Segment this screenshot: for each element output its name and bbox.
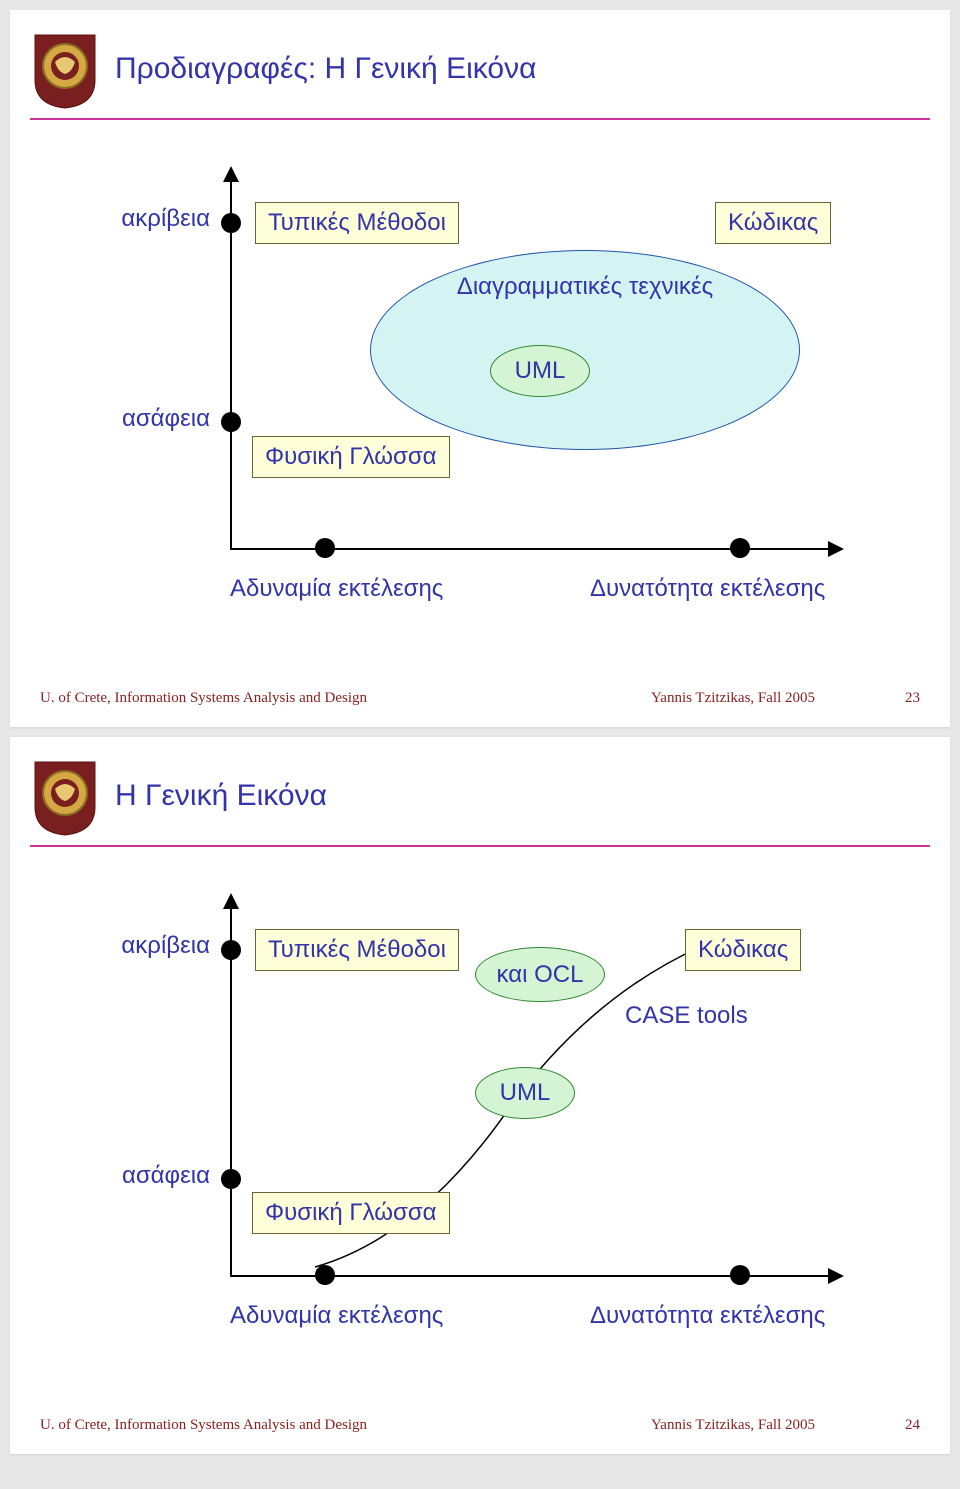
uml-ellipse: UML	[475, 1067, 575, 1119]
chart-slide2: ακρίβεια ασάφεια Αδυναμία εκτέλεσης Δυνα…	[90, 907, 870, 1347]
box-language: Φυσική Γλώσσα	[252, 1192, 450, 1234]
slide-title: Προδιαγραφές: Η Γενική Εικόνα	[115, 30, 536, 86]
uml-label: UML	[515, 357, 566, 385]
slide-title: Η Γενική Εικόνα	[115, 757, 327, 813]
dot-noexec	[315, 1265, 335, 1285]
dot-precision	[221, 940, 241, 960]
box-code: Κώδικας	[715, 202, 831, 244]
slide-23: Προδιαγραφές: Η Γενική Εικόνα ακρίβεια α…	[10, 10, 950, 727]
x-label-right: Δυνατότητα εκτέλεσης	[590, 1302, 825, 1330]
x-label-left: Αδυναμία εκτέλεσης	[230, 1302, 443, 1330]
arrow-right-icon	[828, 541, 844, 557]
dot-noexec	[315, 538, 335, 558]
x-label-left: Αδυναμία εκτέλεσης	[230, 575, 443, 603]
big-ellipse-diagrams: Διαγραμματικές τεχνικές	[370, 250, 800, 450]
slide-footer: U. of Crete, Information Systems Analysi…	[10, 660, 950, 707]
x-label-right: Δυνατότητα εκτέλεσης	[590, 575, 825, 603]
dot-vagueness	[221, 412, 241, 432]
dot-precision	[221, 213, 241, 233]
slide-footer: U. of Crete, Information Systems Analysi…	[10, 1387, 950, 1434]
chart-slide1: ακρίβεια ασάφεια Αδυναμία εκτέλεσης Δυνα…	[90, 180, 870, 620]
box-methods: Τυπικές Μέθοδοι	[255, 202, 459, 244]
slide-header: Η Γενική Εικόνα	[10, 757, 950, 837]
uml-ellipse: UML	[490, 345, 590, 397]
slide-header: Προδιαγραφές: Η Γενική Εικόνα	[10, 30, 950, 110]
crest-icon	[30, 757, 100, 837]
y-label-top: ακρίβεια	[121, 932, 210, 960]
footer-center: Yannis Tzitzikas, Fall 2005	[651, 1417, 815, 1434]
ocl-ellipse: και OCL	[475, 947, 605, 1002]
y-label-top: ακρίβεια	[121, 205, 210, 233]
big-ellipse-label: Διαγραμματικές τεχνικές	[371, 273, 799, 301]
dot-exec	[730, 1265, 750, 1285]
footer-left: U. of Crete, Information Systems Analysi…	[40, 690, 367, 707]
box-methods: Τυπικές Μέθοδοι	[255, 929, 459, 971]
footer-left: U. of Crete, Information Systems Analysi…	[40, 1417, 367, 1434]
crest-icon	[30, 30, 100, 110]
slide-24: Η Γενική Εικόνα ακρίβεια ασάφεια Αδυναμί…	[10, 737, 950, 1454]
footer-page: 24	[905, 1417, 920, 1434]
box-language: Φυσική Γλώσσα	[252, 436, 450, 478]
y-label-bottom: ασάφεια	[122, 1162, 210, 1190]
arrow-up-icon	[223, 166, 239, 182]
y-axis	[230, 180, 232, 550]
uml-label: UML	[500, 1079, 551, 1107]
divider	[30, 845, 930, 847]
case-tools-label: CASE tools	[625, 1002, 748, 1030]
arrow-right-icon	[828, 1268, 844, 1284]
footer-page: 23	[905, 690, 920, 707]
footer-center: Yannis Tzitzikas, Fall 2005	[651, 690, 815, 707]
arrow-up-icon	[223, 893, 239, 909]
dot-exec	[730, 538, 750, 558]
y-label-bottom: ασάφεια	[122, 405, 210, 433]
box-code: Κώδικας	[685, 929, 801, 971]
divider	[30, 118, 930, 120]
ocl-label: και OCL	[497, 961, 584, 989]
dot-vagueness	[221, 1169, 241, 1189]
y-axis	[230, 907, 232, 1277]
